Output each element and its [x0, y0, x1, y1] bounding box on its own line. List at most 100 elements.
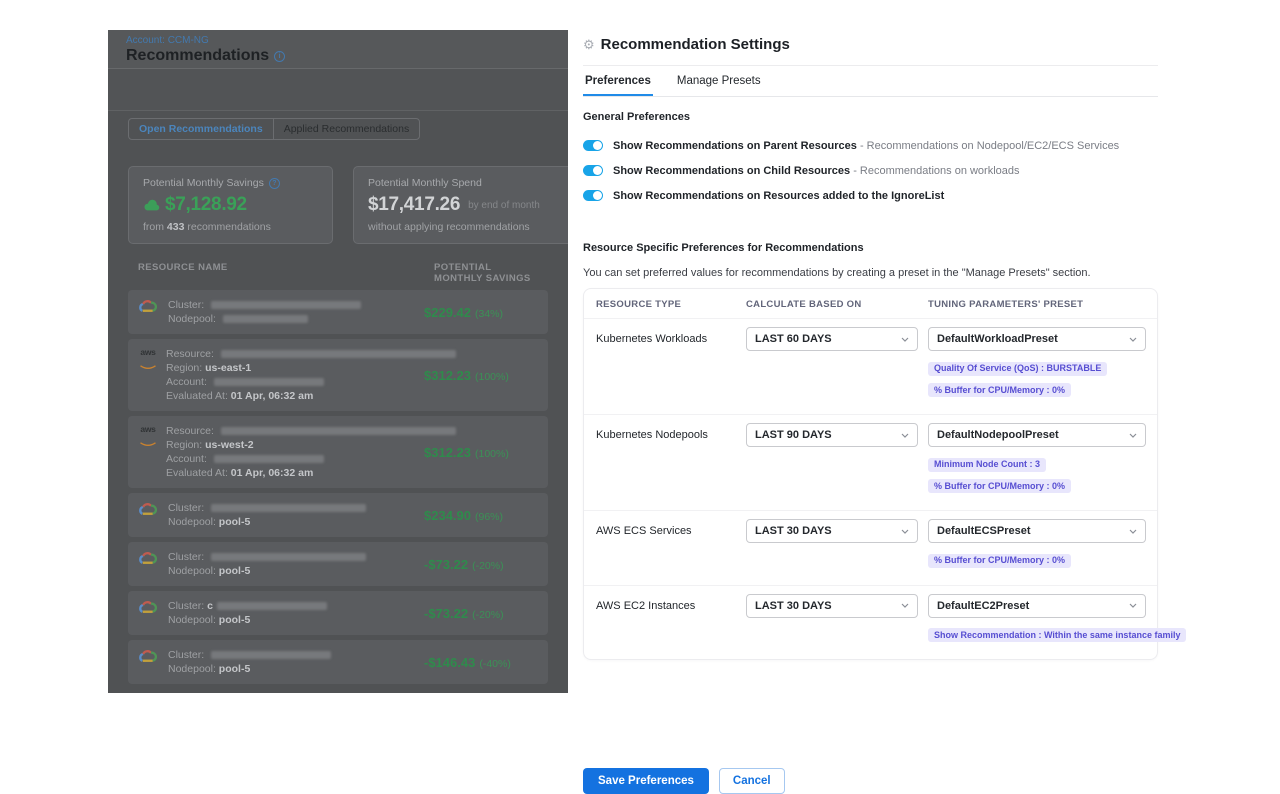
tab-preferences[interactable]: Preferences — [583, 66, 653, 96]
redacted-value — [216, 602, 327, 611]
recommendation-row[interactable]: aws Resource: Region: us-west-2 Account: E… — [128, 416, 548, 488]
preset-parameter-badge: Show Recommendation : Within the same in… — [928, 628, 1187, 642]
help-icon[interactable]: ? — [268, 177, 280, 189]
gcp-cloud-icon — [139, 503, 158, 515]
breadcrumb[interactable]: Account: CCM-NG — [126, 35, 209, 46]
savings-percent: (34%) — [475, 307, 504, 320]
redacted-value — [213, 378, 324, 387]
chevron-down-icon — [901, 337, 909, 342]
tuning-preset-select[interactable]: DefaultEC2Preset — [928, 593, 1146, 618]
spend-subtext: without applying recommendations — [368, 221, 530, 233]
monthly-savings-value: $312.23 (100%) — [424, 444, 509, 460]
gcp-cloud-icon — [139, 601, 158, 613]
recommendation-settings-drawer: ⚙ Recommendation Settings Preferences Ma… — [568, 0, 1280, 794]
tab-open-recommendations[interactable]: Open Recommendations — [129, 119, 274, 139]
calculate-based-on-select[interactable]: LAST 90 DAYS — [746, 423, 918, 447]
savings-percent: (100%) — [475, 370, 509, 383]
preference-toggle-row: Show Recommendations on Child Resources … — [583, 158, 1158, 183]
gear-icon: ⚙ — [583, 37, 595, 52]
resource-detail-line: Cluster: c — [168, 599, 327, 613]
cancel-button[interactable]: Cancel — [718, 768, 785, 794]
calculate-based-on-value: LAST 30 DAYS — [755, 599, 832, 612]
tuning-preset-select[interactable]: DefaultECSPreset — [928, 519, 1146, 543]
resource-preferences-table: RESOURCE TYPE CALCULATE BASED ON TUNING … — [583, 288, 1187, 660]
tuning-preset-value: DefaultECSPreset — [937, 525, 1031, 537]
spend-card-label: Potential Monthly Spend — [368, 177, 482, 189]
recommendation-row[interactable]: Cluster: Nodepool: pool-5 -$73.22 (-20%) — [128, 542, 548, 586]
col-potential-monthly-savings: POTENTIAL MONTHLY SAVINGS — [434, 262, 531, 284]
calculate-based-on-select[interactable]: LAST 60 DAYS — [746, 327, 918, 351]
resource-detail-line: Cluster: — [168, 550, 367, 564]
chevron-down-icon — [901, 529, 909, 534]
settings-tabs: Preferences Manage Presets — [583, 66, 1158, 97]
recommendation-row[interactable]: aws Resource: Region: us-east-1 Account: E… — [128, 339, 548, 411]
calculate-based-on-select[interactable]: LAST 30 DAYS — [746, 519, 918, 543]
general-preferences-toggles: Show Recommendations on Parent Resources… — [583, 133, 1158, 208]
resource-preference-row: Kubernetes Workloads LAST 60 DAYS DefaultW… — [584, 319, 1157, 414]
tuning-preset-value: DefaultEC2Preset — [937, 599, 1030, 612]
redacted-value — [222, 315, 308, 324]
col-resource-name: RESOURCE NAME — [138, 262, 228, 273]
tuning-preset-select[interactable]: DefaultWorkloadPreset — [928, 327, 1146, 351]
gcp-cloud-icon — [139, 300, 158, 312]
recommendation-row[interactable]: Cluster: Nodepool: pool-5 $234.90 (96%) — [128, 493, 548, 537]
recommendation-row[interactable]: Cluster: Nodepool: $229.42 (34%) — [128, 290, 548, 334]
col-resource-type: RESOURCE TYPE — [596, 299, 682, 310]
savings-card-label: Potential Monthly Savings — [143, 177, 264, 189]
col-calculate-based-on: CALCULATE BASED ON — [746, 299, 862, 310]
recommendation-row[interactable]: Cluster: Nodepool: pool-5 -$146.43 (-40%) — [128, 640, 548, 684]
preset-parameter-badge: % Buffer for CPU/Memory : 0% — [928, 479, 1072, 493]
toggle-label: Show Recommendations on Resources added … — [613, 189, 945, 202]
redacted-value — [211, 301, 362, 310]
savings-cloud-icon — [144, 199, 160, 211]
resource-preference-row: Kubernetes Nodepools LAST 90 DAYS DefaultN… — [584, 414, 1157, 510]
toggle-switch-on[interactable] — [583, 140, 603, 151]
monthly-savings-value: -$146.43 (-40%) — [424, 654, 511, 670]
recommendation-row[interactable]: Cluster: c Nodepool: pool-5 -$73.22 (-20%) — [128, 591, 548, 635]
aws-icon: aws — [138, 424, 158, 480]
tuning-preset-value: DefaultWorkloadPreset — [937, 333, 1058, 345]
tuning-preset-select[interactable]: DefaultNodepoolPreset — [928, 423, 1146, 447]
resource-detail-line: Account: — [166, 452, 424, 466]
savings-value: $7,128.92 — [165, 194, 247, 215]
resource-detail-line: Evaluated At: 01 Apr, 06:32 am — [166, 467, 314, 479]
save-preferences-button[interactable]: Save Preferences — [583, 768, 709, 794]
redacted-value — [213, 455, 324, 464]
info-icon[interactable]: i — [274, 50, 286, 62]
preference-toggle-row: Show Recommendations on Resources added … — [583, 183, 1158, 208]
resource-detail-line: Region: us-east-1 — [166, 362, 252, 374]
resource-type-label: Kubernetes Workloads — [596, 333, 708, 345]
resource-preferences-table-header: RESOURCE TYPE CALCULATE BASED ON TUNING … — [584, 289, 1157, 319]
resource-detail-line: Account: — [166, 375, 424, 389]
toggle-switch-on[interactable] — [583, 165, 603, 176]
preset-parameter-badge: Minimum Node Count : 3 — [928, 457, 1046, 472]
savings-subtext: from 433 recommendations — [143, 221, 271, 233]
redacted-value — [211, 553, 367, 562]
spend-value-suffix: by end of month — [468, 199, 540, 211]
resource-preference-row: AWS ECS Services LAST 30 DAYS DefaultECSPr… — [584, 510, 1157, 585]
savings-percent: (-40%) — [479, 657, 511, 670]
preference-toggle-row: Show Recommendations on Parent Resources… — [583, 133, 1158, 158]
tab-manage-presets[interactable]: Manage Presets — [675, 66, 763, 96]
chevron-down-icon — [901, 433, 909, 438]
resource-type-label: Kubernetes Nodepools — [596, 429, 708, 441]
calculate-based-on-select[interactable]: LAST 30 DAYS — [746, 593, 918, 618]
tab-applied-recommendations[interactable]: Applied Recommendations — [274, 119, 419, 139]
recommendations-table-header: RESOURCE NAME POTENTIAL MONTHLY SAVINGS — [128, 262, 548, 284]
resource-detail-line: Nodepool: — [168, 312, 361, 326]
general-preferences-heading: General Preferences — [583, 111, 691, 123]
monthly-savings-value: $229.42 (34%) — [424, 304, 504, 320]
toggle-label: Show Recommendations on Parent Resources… — [613, 139, 1120, 152]
resource-detail-line: Evaluated At: 01 Apr, 06:32 am — [166, 390, 314, 402]
chevron-down-icon — [1129, 529, 1137, 534]
potential-monthly-savings-card: Potential Monthly Savings ? $7,128.92 fr… — [128, 166, 333, 244]
recommendations-page: Account: CCM-NG Recommendations i Open R… — [108, 30, 568, 693]
gcp-cloud-icon — [139, 552, 158, 564]
resource-type-label: AWS ECS Services — [596, 525, 692, 537]
page-title: Recommendations — [126, 47, 270, 64]
toggle-switch-on[interactable] — [583, 190, 603, 201]
resource-type-label: AWS EC2 Instances — [596, 599, 696, 612]
resource-detail-line: Cluster: — [168, 501, 367, 515]
redacted-value — [211, 504, 367, 513]
monthly-savings-value: -$73.22 (-20%) — [424, 605, 504, 621]
